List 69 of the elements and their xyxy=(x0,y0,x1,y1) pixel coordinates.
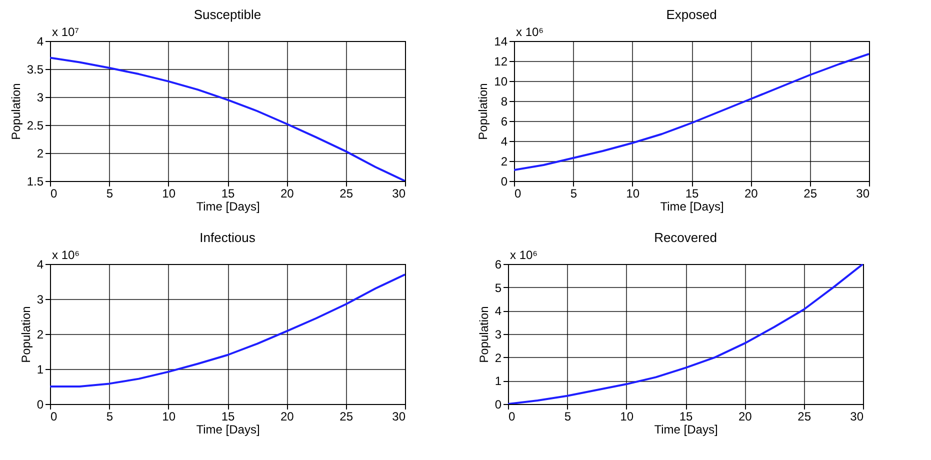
y-tick-label: 2.5 xyxy=(26,118,44,132)
text: x 10⁶ xyxy=(510,248,538,262)
y-tick-label: 6 xyxy=(500,114,508,128)
y-axis-title: Population xyxy=(18,306,33,363)
x-tick-label: 30 xyxy=(392,410,406,424)
y-tick-label: 2 xyxy=(494,350,502,365)
text: x 10⁶ xyxy=(52,248,80,262)
x-tick-label: 0 xyxy=(50,410,58,424)
y-tick-label: 10 xyxy=(494,74,508,88)
y-tick-label: 2 xyxy=(36,146,44,160)
y-tick-label: 1 xyxy=(36,362,44,376)
x-tick-label: 15 xyxy=(685,186,699,200)
x-tick-label: 15 xyxy=(221,186,235,200)
y-tick-label: 4 xyxy=(36,258,44,272)
y-tick-label: 5 xyxy=(494,280,502,295)
x-tick-label: 10 xyxy=(620,410,634,424)
x-tick-label: 20 xyxy=(744,186,758,200)
x-tick-label: 25 xyxy=(798,410,812,424)
y-axis-title: Population xyxy=(8,83,23,140)
y-tick-label: 3 xyxy=(36,292,44,306)
y-tick-label: 8 xyxy=(500,94,508,108)
y-tick-label: 3 xyxy=(494,328,502,342)
y-tick-label: 2 xyxy=(500,154,508,168)
x-axis-title: Time [Days] xyxy=(660,200,724,214)
x-tick-label: 0 xyxy=(514,186,522,200)
chart-title: Susceptible xyxy=(194,7,262,22)
y-tick-label: 0 xyxy=(494,398,502,412)
y-tick-label: 4 xyxy=(500,134,508,148)
text: x 10⁷ xyxy=(52,25,80,39)
x-tick-label: 25 xyxy=(340,186,354,200)
y-axis-title: Population xyxy=(476,83,490,140)
y-tick-label: 4 xyxy=(36,34,44,48)
y-tick-label: 6 xyxy=(494,258,502,272)
y-tick-label: 1 xyxy=(494,374,502,388)
chart-title: Exposed xyxy=(666,7,717,22)
x-axis-title: Time [Days] xyxy=(654,422,718,436)
chart-title: Infectious xyxy=(200,230,256,245)
x-tick-label: 5 xyxy=(564,410,572,424)
x-tick-label: 5 xyxy=(106,186,114,200)
x-axis-title: Time [Days] xyxy=(196,200,260,214)
y-tick-label: 12 xyxy=(494,54,508,68)
x-tick-label: 30 xyxy=(392,186,406,200)
chart-title: Recovered xyxy=(654,230,717,245)
x-tick-label: 10 xyxy=(162,186,176,200)
x-tick-label: 10 xyxy=(162,410,176,424)
x-tick-label: 25 xyxy=(804,186,818,200)
x-tick-label: 5 xyxy=(106,410,114,424)
x-tick-label: 20 xyxy=(280,186,294,200)
y-tick-label: 4 xyxy=(494,304,502,318)
x-tick-label: 20 xyxy=(280,410,294,424)
x-tick-label: 5 xyxy=(570,186,578,200)
x-tick-label: 25 xyxy=(340,410,354,424)
x-tick-label: 10 xyxy=(626,186,640,200)
y-tick-label: 0 xyxy=(500,174,508,188)
y-tick-label: 14 xyxy=(494,34,508,48)
x-axis-title: Time [Days] xyxy=(196,422,260,436)
x-tick-label: 20 xyxy=(738,410,752,424)
y-tick-label: 3.5 xyxy=(26,62,44,76)
y-tick-label: 3 xyxy=(36,90,44,104)
x-tick-label: 30 xyxy=(850,410,864,424)
x-tick-label: 0 xyxy=(50,186,58,200)
x-tick-label: 30 xyxy=(856,186,870,200)
x-tick-label: 15 xyxy=(679,410,693,424)
y-tick-label: 2 xyxy=(36,328,44,342)
y-tick-label: 0 xyxy=(36,398,44,412)
y-tick-label: 1.5 xyxy=(26,174,44,188)
x-tick-label: 15 xyxy=(221,410,235,424)
y-axis-title: Population xyxy=(476,306,491,363)
text: x 10⁶ xyxy=(516,25,544,39)
